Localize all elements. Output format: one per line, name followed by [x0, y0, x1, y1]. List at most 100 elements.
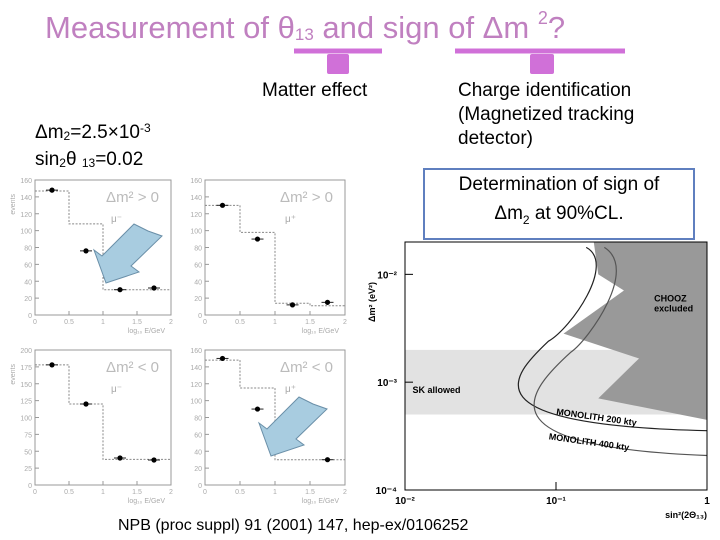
dm2-value: Δm2=2.5×10-3 [35, 121, 151, 143]
y-tick-label: 120 [20, 212, 32, 219]
charge-id-label: Charge identification (Magnetized tracki… [458, 80, 635, 149]
y-axis-label: events [10, 364, 17, 385]
y-tick-label: 160 [190, 178, 202, 185]
data-point [254, 406, 261, 412]
panel-sign-label: Δm² > 0 [106, 189, 159, 206]
y-tick-label: 80 [194, 416, 202, 423]
arrow-top-left [92, 223, 163, 284]
y-tick-label: 175 [20, 365, 32, 372]
matter-effect-label: Matter effect [262, 80, 368, 101]
x-tick-label: 2 [169, 489, 173, 496]
data-point [324, 299, 331, 305]
y-tick-label: 0 [198, 313, 202, 320]
y-tick-label: 160 [190, 348, 202, 355]
x-tick-label: 0 [203, 489, 207, 496]
y-tick-label: 160 [20, 178, 32, 185]
data-point [83, 248, 89, 254]
y-tick-label: 60 [194, 262, 202, 269]
sens-x-label: sin²(2Θ₁₃) [665, 510, 707, 520]
y-tick-label: 60 [24, 262, 32, 269]
x-axis-label: log₁₀ E/GeV [302, 328, 340, 335]
panel-sign-label: Δm² < 0 [280, 359, 333, 376]
y-tick-label: 80 [24, 246, 32, 253]
monolith-400-curve [533, 246, 708, 457]
x-tick-label: 10⁻² [395, 496, 415, 507]
y-tick-label: 40 [194, 449, 202, 456]
y-tick-label: 140 [190, 195, 202, 202]
x-axis-label: log₁₀ E/GeV [302, 498, 340, 505]
y-tick-label: 20 [24, 296, 32, 303]
parameters: Δm2=2.5×10-3 sin2θ 13=0.02 [35, 116, 151, 175]
y-tick-label: 120 [190, 212, 202, 219]
x-tick-label: 1 [273, 489, 277, 496]
x-tick-label: 2 [343, 489, 347, 496]
data-point [219, 202, 226, 208]
y-tick-label: 150 [20, 382, 32, 389]
x-tick-label: 1 [704, 496, 710, 507]
monolith400-annotation: MONOLITH 400 kty [548, 431, 630, 452]
x-tick-label: 0 [203, 319, 207, 326]
sk-annotation: SK allowed [413, 385, 461, 395]
x-tick-label: 0.5 [64, 319, 74, 326]
arrows [92, 223, 328, 457]
y-tick-label: 0 [198, 483, 202, 490]
y-tick-label: 50 [24, 449, 32, 456]
y-tick-label: 10⁻³ [377, 378, 397, 389]
y-tick-label: 0 [28, 313, 32, 320]
x-tick-label: 1 [273, 319, 277, 326]
y-tick-label: 10⁻² [377, 270, 397, 281]
y-tick-label: 120 [190, 382, 202, 389]
title-brackets [294, 48, 625, 74]
panel-particle-label: μ⁻ [111, 384, 122, 395]
data-point [117, 287, 123, 293]
x-tick-label: 0 [33, 489, 37, 496]
arrow-bottom-right [257, 396, 328, 457]
data-point [151, 285, 157, 291]
x-tick-label: 1 [101, 489, 105, 496]
x-tick-label: 2 [169, 319, 173, 326]
histogram-steps [35, 364, 171, 460]
panel-particle-label: μ⁺ [285, 214, 296, 225]
y-tick-label: 20 [194, 296, 202, 303]
data-point [83, 401, 89, 407]
data-point [254, 236, 261, 242]
x-tick-label: 1 [101, 319, 105, 326]
x-tick-label: 0.5 [235, 319, 245, 326]
y-tick-label: 80 [194, 246, 202, 253]
x-tick-label: 1.5 [305, 319, 315, 326]
y-tick-label: 25 [24, 466, 32, 473]
citation: NPB (proc suppl) 91 (2001) 147, hep-ex/0… [118, 517, 469, 534]
result-box: Determination of sign of Δm2 at 90%CL. [423, 168, 695, 240]
y-tick-label: 20 [194, 466, 202, 473]
x-axis-label: log₁₀ E/GeV [128, 498, 166, 505]
histogram-steps [205, 204, 345, 307]
x-axis-label: log₁₀ E/GeV [128, 328, 166, 335]
y-tick-label: 75 [24, 432, 32, 439]
y-axis-label: events [10, 194, 17, 215]
data-point [324, 457, 331, 463]
data-point [289, 302, 296, 308]
x-tick-label: 1.5 [132, 319, 142, 326]
y-tick-label: 140 [190, 365, 202, 372]
x-tick-label: 1.5 [132, 489, 142, 496]
y-tick-label: 0 [28, 483, 32, 490]
data-point [49, 187, 55, 193]
x-tick-label: 0.5 [64, 489, 74, 496]
y-tick-label: 100 [20, 416, 32, 423]
panel-particle-label: μ⁺ [285, 384, 296, 395]
chooz-annotation: CHOOZ excluded [654, 293, 693, 313]
x-tick-label: 0 [33, 319, 37, 326]
x-tick-label: 1.5 [305, 489, 315, 496]
y-tick-label: 100 [190, 229, 202, 236]
y-tick-label: 10⁻⁴ [376, 486, 397, 497]
y-tick-label: 140 [20, 195, 32, 202]
slide-title: Measurement of θ13 and sign of Δm 2? [45, 8, 566, 45]
y-tick-label: 100 [190, 399, 202, 406]
y-tick-label: 125 [20, 399, 32, 406]
data-point [151, 457, 157, 463]
